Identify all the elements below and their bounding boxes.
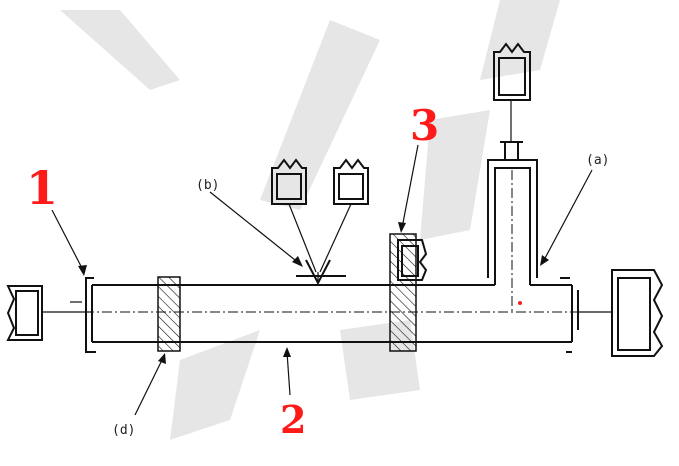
watermark	[60, 0, 560, 440]
label-b: (b)	[196, 178, 219, 193]
marker-dot	[518, 301, 522, 305]
label-a: (a)	[586, 153, 609, 168]
nozzle-wire-right	[319, 203, 352, 273]
ring-d	[157, 276, 181, 352]
leader-lines	[51, 144, 593, 416]
vertical-branch	[487, 100, 538, 312]
left-flange	[85, 277, 96, 353]
label-num3: 3	[410, 101, 439, 150]
label-num1: 1	[26, 161, 58, 215]
nozzle-b	[296, 259, 346, 286]
nozzle-wire-left	[288, 203, 317, 273]
right-flange	[560, 277, 579, 353]
nozzle-box-left	[271, 158, 307, 205]
label-num2: 2	[280, 397, 306, 442]
label-d: (d)	[112, 423, 135, 438]
top-sensor-box	[493, 42, 531, 101]
ring-3	[389, 233, 428, 352]
nozzle-box-right	[333, 158, 369, 205]
right-end-unit	[611, 269, 664, 357]
left-end-unit	[6, 285, 43, 341]
